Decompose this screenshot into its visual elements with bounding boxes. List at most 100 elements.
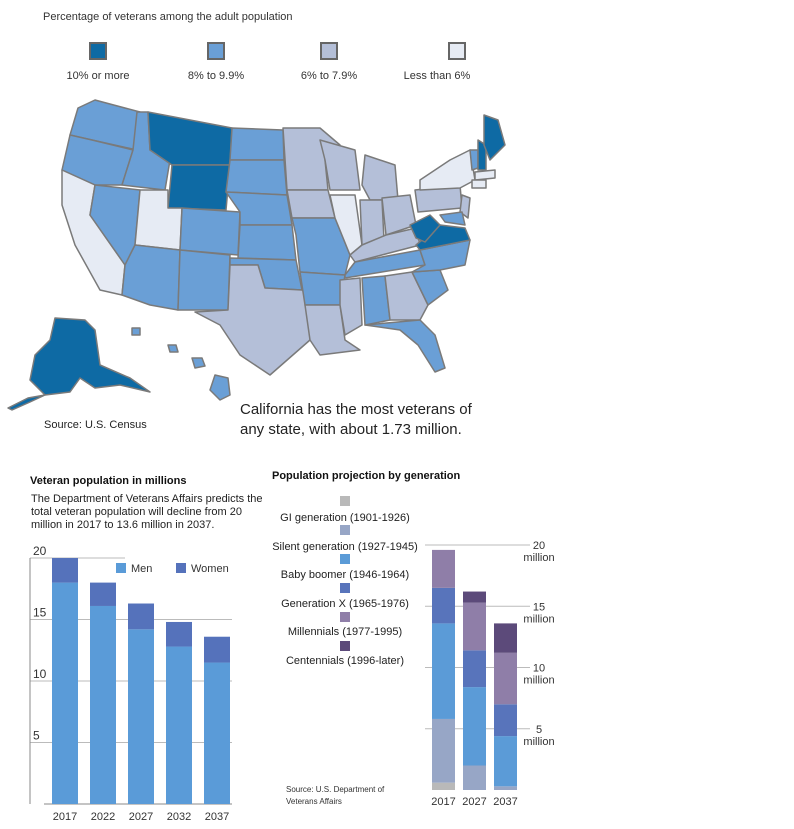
- chart1-bar-men-2017: [52, 582, 78, 804]
- map-title: Percentage of veterans among the adult p…: [43, 11, 293, 23]
- chart2-bar-segment-2027-4: [463, 602, 486, 651]
- chart1-ytick-label: 10: [33, 667, 47, 681]
- state-south-dakota: [225, 159, 288, 196]
- state-west-virginia: [409, 214, 441, 243]
- state-montana: [147, 111, 233, 166]
- state-massachusetts: [474, 169, 496, 181]
- legend-swatch-gi: [340, 496, 350, 506]
- chart1-bar-men-2037: [204, 662, 230, 804]
- legend-label-silent: Silent generation (1927-1945): [272, 541, 418, 553]
- legend-label-genx: Generation X (1965-1976): [281, 598, 409, 610]
- state-wisconsin: [319, 139, 361, 191]
- chart2-ytick-unit: million: [523, 675, 554, 687]
- chart1-bar-men-2032: [166, 646, 192, 804]
- legend-label-less-6: Less than 6%: [403, 70, 471, 82]
- chart2-bar-segment-2027-3: [463, 650, 486, 688]
- chart1-legend-swatch-men: [116, 563, 126, 573]
- state-colorado: [179, 207, 241, 256]
- state-wyoming: [167, 164, 231, 211]
- chart1-xtick-label: 2017: [53, 811, 77, 823]
- state-maine: [483, 114, 506, 161]
- map-callout: California has the most veterans of any …: [240, 401, 472, 438]
- chart2-ytick-value: 5: [536, 724, 542, 736]
- chart1-description: The Department of Veterans Affairs predi…: [31, 493, 263, 531]
- chart2-xtick-label: 2037: [493, 796, 517, 808]
- chart2-ytick-unit: million: [523, 552, 554, 564]
- us-map: [7, 99, 506, 411]
- state-alaska: [29, 317, 151, 396]
- legend-label-8-to-9: 8% to 9.9%: [187, 70, 245, 82]
- chart1-xtick-label: 2022: [91, 811, 115, 823]
- chart1-legend-label-men: Men: [131, 563, 152, 575]
- chart2-ytick-value: 15: [533, 601, 545, 613]
- state-connecticut: [471, 179, 487, 189]
- state-arizona: [121, 244, 181, 311]
- chart2-bar-segment-2037-2: [494, 736, 517, 787]
- state-texas: [194, 264, 316, 376]
- state-kansas: [237, 224, 297, 261]
- chart1-legend-label-women: Women: [191, 563, 229, 575]
- chart1-bar-women-2022: [90, 582, 116, 606]
- legend-label-millennials: Millennials (1977-1995): [287, 626, 403, 638]
- chart2-bar-segment-2037-5: [494, 623, 517, 653]
- legend-label-centennials: Centennials (1996-later): [285, 655, 404, 667]
- legend-swatch-silent: [340, 525, 350, 535]
- legend-swatch-6-to-7: [320, 42, 338, 60]
- chart1-title: Veteran population in millions: [30, 475, 187, 487]
- chart1-plot: 5 10 15 20 2017 2022 2027 2032 2037 Men Women: [29, 545, 232, 823]
- chart1-bar-men-2027: [128, 629, 154, 804]
- chart2-bar-segment-2027-2: [463, 687, 486, 766]
- legend-label-6-to-7: 6% to 7.9%: [300, 70, 358, 82]
- map-source: Source: U.S. Census: [44, 419, 147, 431]
- chart1-xtick-label: 2027: [129, 811, 153, 823]
- chart2-bar-segment-2037-3: [494, 704, 517, 737]
- chart2-bar-segment-2017-1: [432, 718, 455, 783]
- state-florida: [364, 319, 446, 373]
- chart2-title: Population projection by generation: [272, 470, 461, 482]
- state-hawaii-maui: [191, 357, 206, 369]
- state-mississippi: [339, 277, 363, 336]
- chart1-legend-swatch-women: [176, 563, 186, 573]
- legend-label-gi: GI generation (1901-1926): [280, 512, 410, 524]
- legend-label-boomer: Baby boomer (1946-1964): [280, 569, 410, 581]
- chart2-ytick-unit: million: [523, 613, 554, 625]
- state-vermont: [469, 149, 479, 171]
- chart1-bar-women-2027: [128, 603, 154, 630]
- legend-swatch-genx: [340, 583, 350, 593]
- chart1-ytick-label: 20: [33, 545, 47, 558]
- chart2-bar-segment-2027-5: [463, 591, 486, 603]
- chart1-ytick-label: 5: [33, 729, 40, 743]
- legend-label-10-plus: 10% or more: [66, 70, 130, 82]
- state-arkansas: [299, 271, 346, 306]
- alaska-chain: [7, 394, 46, 411]
- chart2-ytick-value: 20: [533, 540, 545, 552]
- legend-swatch-less-6: [448, 42, 466, 60]
- chart2-xtick-label: 2027: [462, 796, 486, 808]
- state-new-york: [419, 149, 476, 191]
- chart1-bar-women-2017: [52, 558, 78, 583]
- chart2-bar-segment-2017-0: [432, 782, 455, 790]
- chart1-xtick-label: 2032: [167, 811, 191, 823]
- state-new-mexico: [177, 249, 231, 311]
- legend-swatch-8-to-9: [207, 42, 225, 60]
- state-michigan: [361, 154, 399, 201]
- chart2-bar-segment-2017-4: [432, 549, 455, 588]
- state-hawaii-main: [209, 374, 231, 401]
- state-hawaii-kauai: [131, 327, 141, 336]
- state-hawaii-oahu: [167, 344, 179, 353]
- chart1-bar-women-2037: [204, 636, 230, 663]
- chart2-ytick-unit: million: [523, 736, 554, 748]
- state-iowa: [286, 189, 336, 219]
- state-maryland: [439, 211, 466, 226]
- chart2-bar-segment-2017-3: [432, 587, 455, 624]
- chart2-bar-segment-2027-1: [463, 765, 486, 790]
- chart1-xtick-label: 2037: [205, 811, 229, 823]
- chart2-xtick-label: 2017: [431, 796, 455, 808]
- chart2-bar-segment-2037-1: [494, 786, 517, 790]
- legend-swatch-boomer: [340, 554, 350, 564]
- chart2-bar-segment-2017-2: [432, 623, 455, 719]
- chart2-bar-segment-2037-4: [494, 652, 517, 705]
- chart1-ytick-label: 15: [33, 606, 47, 620]
- state-north-dakota: [229, 127, 285, 161]
